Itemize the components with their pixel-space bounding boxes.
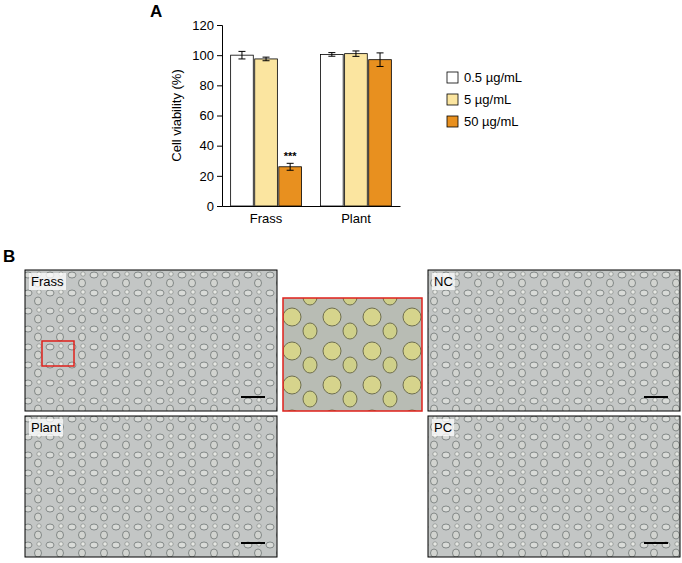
zoom-inset	[283, 298, 422, 411]
x-tick-label: Frass	[250, 211, 283, 226]
legend-swatch	[447, 94, 458, 105]
legend-item: 5 µg/mL	[447, 92, 511, 107]
error-bar	[263, 57, 270, 61]
error-cap	[352, 50, 359, 51]
y-tick-mark	[217, 25, 222, 26]
y-tick-label: 120	[192, 18, 214, 33]
y-axis-title: Cell viability (%)	[169, 69, 184, 161]
y-tick-mark	[217, 116, 222, 117]
bar	[369, 60, 392, 206]
error-bar	[352, 51, 359, 56]
y-tick-mark	[217, 55, 222, 56]
error-cap	[238, 58, 245, 59]
zoom-region	[42, 341, 74, 366]
y-tick: 120	[192, 18, 222, 33]
y-tick: 0	[207, 199, 222, 214]
legend-label: 5 µg/mL	[464, 92, 511, 107]
y-tick-label: 80	[200, 78, 214, 93]
scale-bar	[644, 396, 668, 398]
micrograph-image	[25, 270, 277, 411]
panel-letter: B	[3, 247, 15, 266]
y-tick-label: 40	[200, 138, 214, 153]
micrograph: PC	[428, 416, 680, 557]
error-bar	[328, 53, 335, 57]
error-stem	[380, 53, 381, 67]
micrograph-image	[428, 270, 680, 411]
error-cap	[263, 60, 270, 61]
legend-label: 50 µg/mL	[464, 114, 518, 129]
bars	[231, 51, 392, 206]
micrograph-image	[428, 416, 680, 557]
micrograph: NC	[428, 270, 680, 411]
error-cap	[377, 52, 384, 53]
legend-swatch	[447, 72, 458, 83]
error-bar	[377, 53, 384, 67]
scale-bar	[644, 542, 668, 544]
legend: 0.5 µg/mL 5 µg/mL 50 µg/mL	[447, 70, 522, 129]
error-stem	[241, 51, 242, 59]
error-cap	[328, 56, 335, 57]
y-tick-label: 60	[200, 108, 214, 123]
y-tick: 100	[192, 48, 222, 63]
scale-bar	[241, 396, 265, 398]
error-cap	[352, 56, 359, 57]
label-ground	[29, 419, 63, 436]
x-tick: Frass	[250, 206, 283, 226]
y-tick: 60	[200, 108, 222, 123]
legend-label: 0.5 µg/mL	[464, 70, 522, 85]
significance: ***	[284, 150, 298, 162]
error-stem	[266, 57, 267, 61]
y-tick: 80	[200, 78, 222, 93]
y-tick: 20	[200, 168, 222, 183]
error-cap	[287, 170, 294, 171]
error-stem	[355, 51, 356, 56]
y-tick-label: 20	[200, 168, 214, 183]
x-tick-label: Plant	[341, 211, 371, 226]
micrograph-label: PC	[434, 420, 452, 435]
micrograph-image	[25, 416, 277, 557]
y-tick-label: 100	[192, 48, 214, 63]
bar	[255, 59, 278, 206]
label-ground	[432, 273, 455, 290]
error-stem	[331, 53, 332, 57]
error-bar	[287, 163, 294, 170]
panel-letter: A	[150, 2, 162, 21]
label-ground	[29, 273, 66, 290]
x-axis-line	[223, 206, 401, 207]
error-cap	[238, 51, 245, 52]
error-cap	[263, 57, 270, 58]
y-tick: 40	[200, 138, 222, 153]
y-axis: 0 20 40 60 80 100 120	[192, 18, 222, 214]
y-tick-mark	[217, 146, 222, 147]
legend-swatch	[447, 116, 458, 127]
y-tick-mark	[217, 206, 222, 207]
y-tick-label: 0	[207, 199, 214, 214]
micrograph-label: NC	[434, 274, 453, 289]
bar	[345, 54, 368, 206]
error-cap	[287, 163, 294, 164]
error-stem	[290, 163, 291, 170]
bar	[321, 54, 344, 206]
legend-item: 50 µg/mL	[447, 114, 518, 129]
error-bar	[238, 51, 245, 59]
error-cap	[377, 66, 384, 67]
y-tick-mark	[217, 85, 222, 86]
micrograph-label: Plant	[31, 420, 61, 435]
x-axis: Frass Plant	[223, 206, 401, 226]
micrograph: Frass	[25, 270, 277, 411]
legend-item: 0.5 µg/mL	[447, 70, 522, 85]
bar	[279, 167, 302, 206]
y-tick-mark	[217, 176, 222, 177]
bar	[231, 55, 254, 206]
x-tick: Plant	[341, 206, 371, 226]
micrograph: Plant	[25, 416, 277, 557]
scale-bar	[241, 542, 265, 544]
error-cap	[328, 52, 335, 53]
label-ground	[432, 419, 454, 436]
micrograph-label: Frass	[31, 274, 64, 289]
y-axis-line	[217, 26, 223, 207]
